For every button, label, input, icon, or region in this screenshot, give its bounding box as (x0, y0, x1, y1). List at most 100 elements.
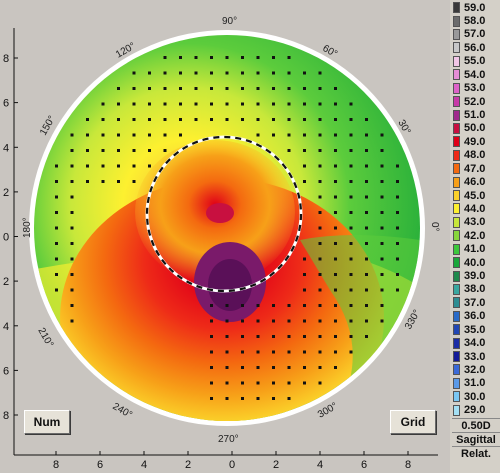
grid-point (287, 335, 291, 338)
num-button[interactable]: Num (24, 410, 70, 434)
central-peak (206, 203, 234, 223)
legend-swatch (453, 109, 460, 121)
y-tick-label: 6 (3, 365, 9, 377)
grid-point (55, 195, 58, 199)
legend-value: 33.0 (464, 350, 486, 363)
grid-point (55, 288, 58, 292)
legend-entry: 55.0 (452, 55, 500, 68)
grid-point (318, 149, 322, 152)
grid-point (318, 304, 322, 307)
grid-point (241, 304, 244, 307)
grid-point (241, 118, 244, 121)
grid-point (365, 319, 368, 323)
grid-point (225, 350, 229, 354)
grid-point (318, 87, 322, 90)
grid-point (334, 304, 337, 307)
grid-point (194, 56, 198, 59)
grid-point (334, 149, 337, 152)
grid-point (334, 319, 337, 323)
grid-point (365, 304, 368, 307)
grid-point (210, 71, 213, 75)
grid-point (318, 288, 322, 292)
grid-point (334, 257, 337, 261)
grid-point (225, 87, 229, 90)
angle-label-0: 0° (429, 222, 440, 232)
grid-point (86, 149, 89, 152)
legend-entry: 44.0 (452, 202, 500, 215)
grid-point (396, 164, 399, 168)
grid-point (241, 350, 244, 354)
legend-entry: 58.0 (452, 14, 500, 27)
grid-point (225, 335, 229, 338)
grid-point (303, 71, 306, 75)
grid-button[interactable]: Grid (390, 410, 436, 434)
grid-point (210, 350, 213, 354)
grid-point (318, 195, 322, 199)
legend-swatch (453, 377, 460, 389)
legend-swatch (453, 136, 460, 148)
grid-point (132, 102, 136, 106)
grid-point (303, 273, 306, 276)
grid-point (334, 335, 337, 338)
grid-point (318, 242, 322, 245)
grid-point (163, 71, 167, 75)
legend-value: 51.0 (464, 109, 486, 122)
grid-point (179, 102, 182, 106)
grid-point (70, 226, 74, 230)
grid-point (380, 319, 384, 323)
legend-value: 29.0 (464, 404, 486, 417)
y-tick-label: 2 (3, 187, 9, 199)
grid-point (117, 133, 120, 137)
legend-value: 54.0 (464, 68, 486, 81)
grid-point (303, 133, 306, 137)
grid-point (365, 226, 368, 230)
x-tick-label: 2 (273, 459, 279, 471)
grid-point (210, 366, 213, 369)
legend-entry: 36.0 (452, 310, 500, 323)
grid-point (396, 195, 399, 199)
x-tick-label: 4 (317, 459, 323, 471)
grid-point (86, 133, 89, 137)
map-type-label[interactable]: Sagittal (452, 432, 500, 447)
grid-point (55, 164, 58, 168)
grid-point (70, 242, 74, 245)
y-tick-label: 8 (3, 53, 9, 65)
legend-value: 56.0 (464, 41, 486, 54)
grid-point (256, 350, 260, 354)
grid-point (272, 118, 275, 121)
legend-entry: 47.0 (452, 162, 500, 175)
grid-point (256, 366, 260, 369)
grid-point (380, 304, 384, 307)
grid-point (225, 56, 229, 59)
grid-point (55, 273, 58, 276)
grid-point (318, 257, 322, 261)
grid-point (318, 350, 322, 354)
grid-point (303, 164, 306, 168)
legend-swatch (453, 55, 460, 67)
grid-point (163, 87, 167, 90)
grid-point (117, 164, 120, 168)
grid-point (70, 257, 74, 261)
grid-point (241, 56, 244, 59)
grid-point (380, 226, 384, 230)
grid-point (318, 102, 322, 106)
grid-point (349, 273, 353, 276)
grid-point (148, 102, 151, 106)
legend-value: 38.0 (464, 283, 486, 296)
grid-point (210, 381, 213, 385)
grid-point (365, 118, 368, 121)
grid-point (380, 149, 384, 152)
legend-entry: 43.0 (452, 216, 500, 229)
grid-point (349, 350, 353, 354)
mode-label[interactable]: Relat. (452, 446, 500, 461)
grid-point (256, 118, 260, 121)
legend-swatch (453, 257, 460, 269)
grid-point (148, 149, 151, 152)
grid-point (365, 335, 368, 338)
grid-point (318, 71, 322, 75)
grid-point (318, 118, 322, 121)
grid-point (287, 71, 291, 75)
legend-entry: 52.0 (452, 95, 500, 108)
